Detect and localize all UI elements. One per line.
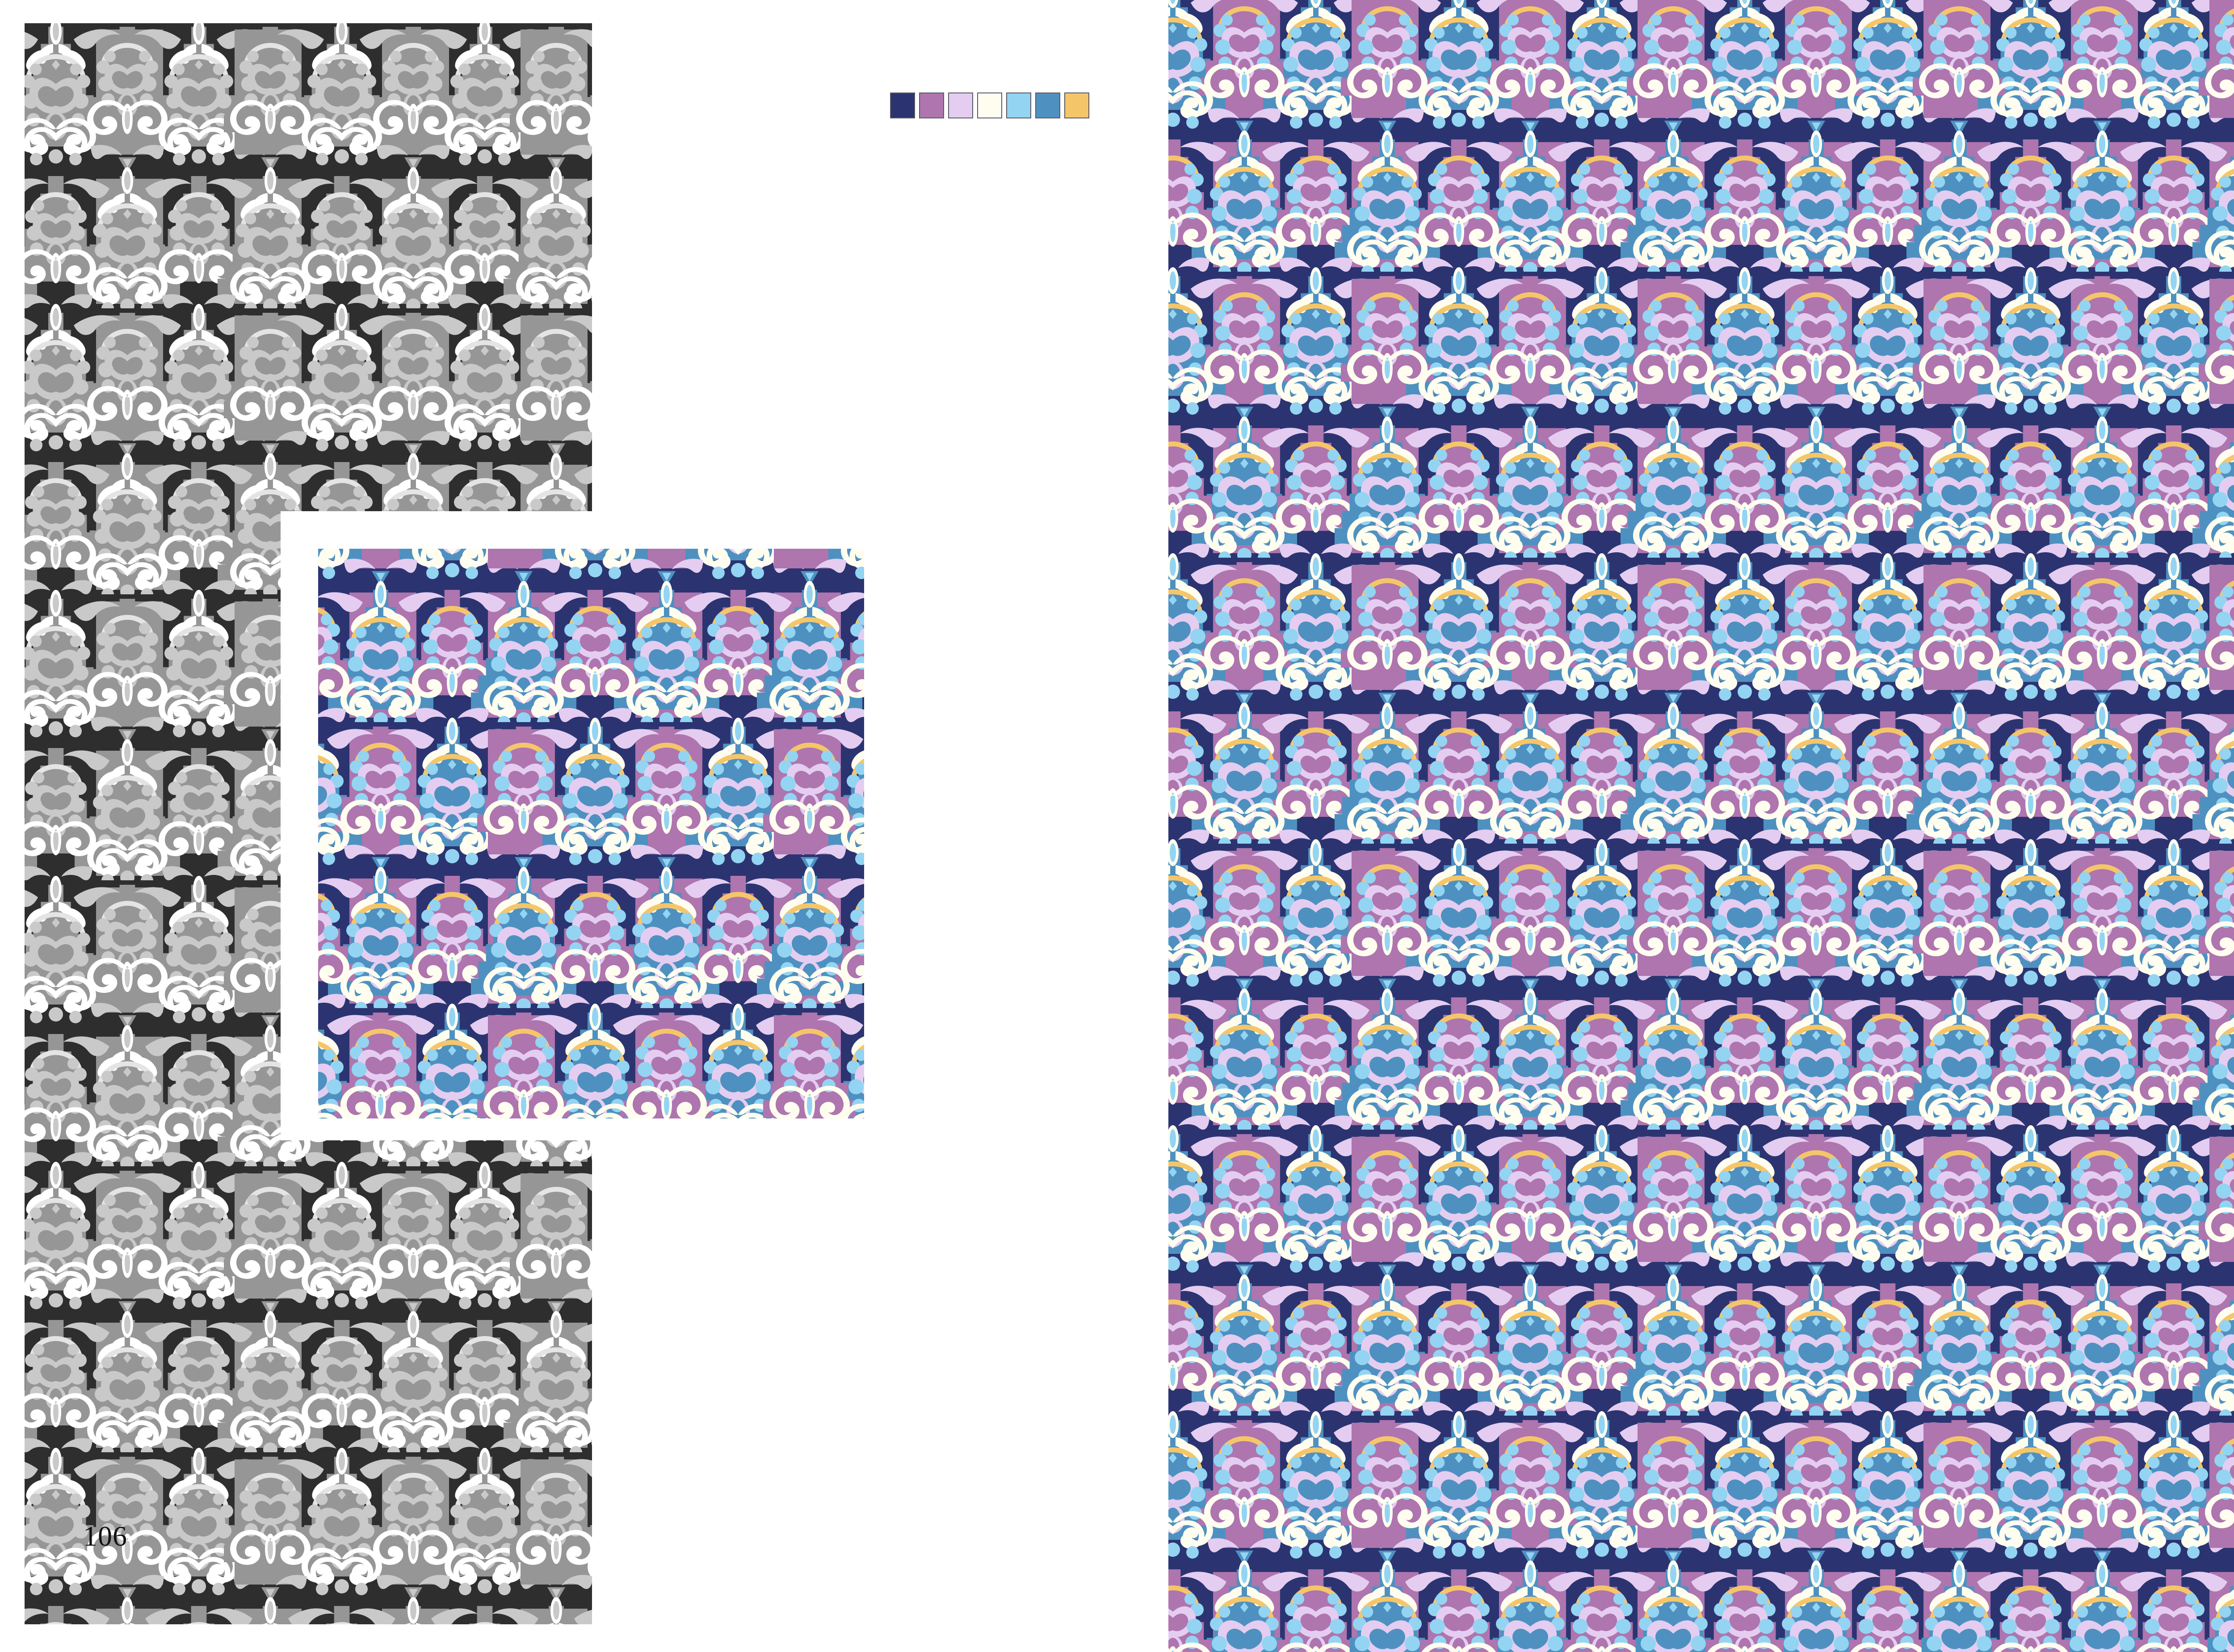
- inset-pattern-swatch: [318, 549, 864, 1118]
- palette-swatch-navy: [890, 92, 915, 118]
- palette-swatch-gold: [1064, 92, 1089, 118]
- colour-pattern-panel: [1168, 0, 2234, 1652]
- palette-swatch-cream: [977, 92, 1002, 118]
- colour-pattern-tiles: [1168, 0, 2234, 1652]
- palette-swatch-medium-blue: [1035, 92, 1060, 118]
- page-number: 106: [83, 1520, 127, 1552]
- palette-swatch-lavender: [948, 92, 973, 118]
- palette-swatch-orchid: [919, 92, 944, 118]
- palette-strip: [890, 92, 1089, 118]
- palette-swatch-sky-blue: [1006, 92, 1031, 118]
- inset-pattern-tiles: [318, 549, 864, 1118]
